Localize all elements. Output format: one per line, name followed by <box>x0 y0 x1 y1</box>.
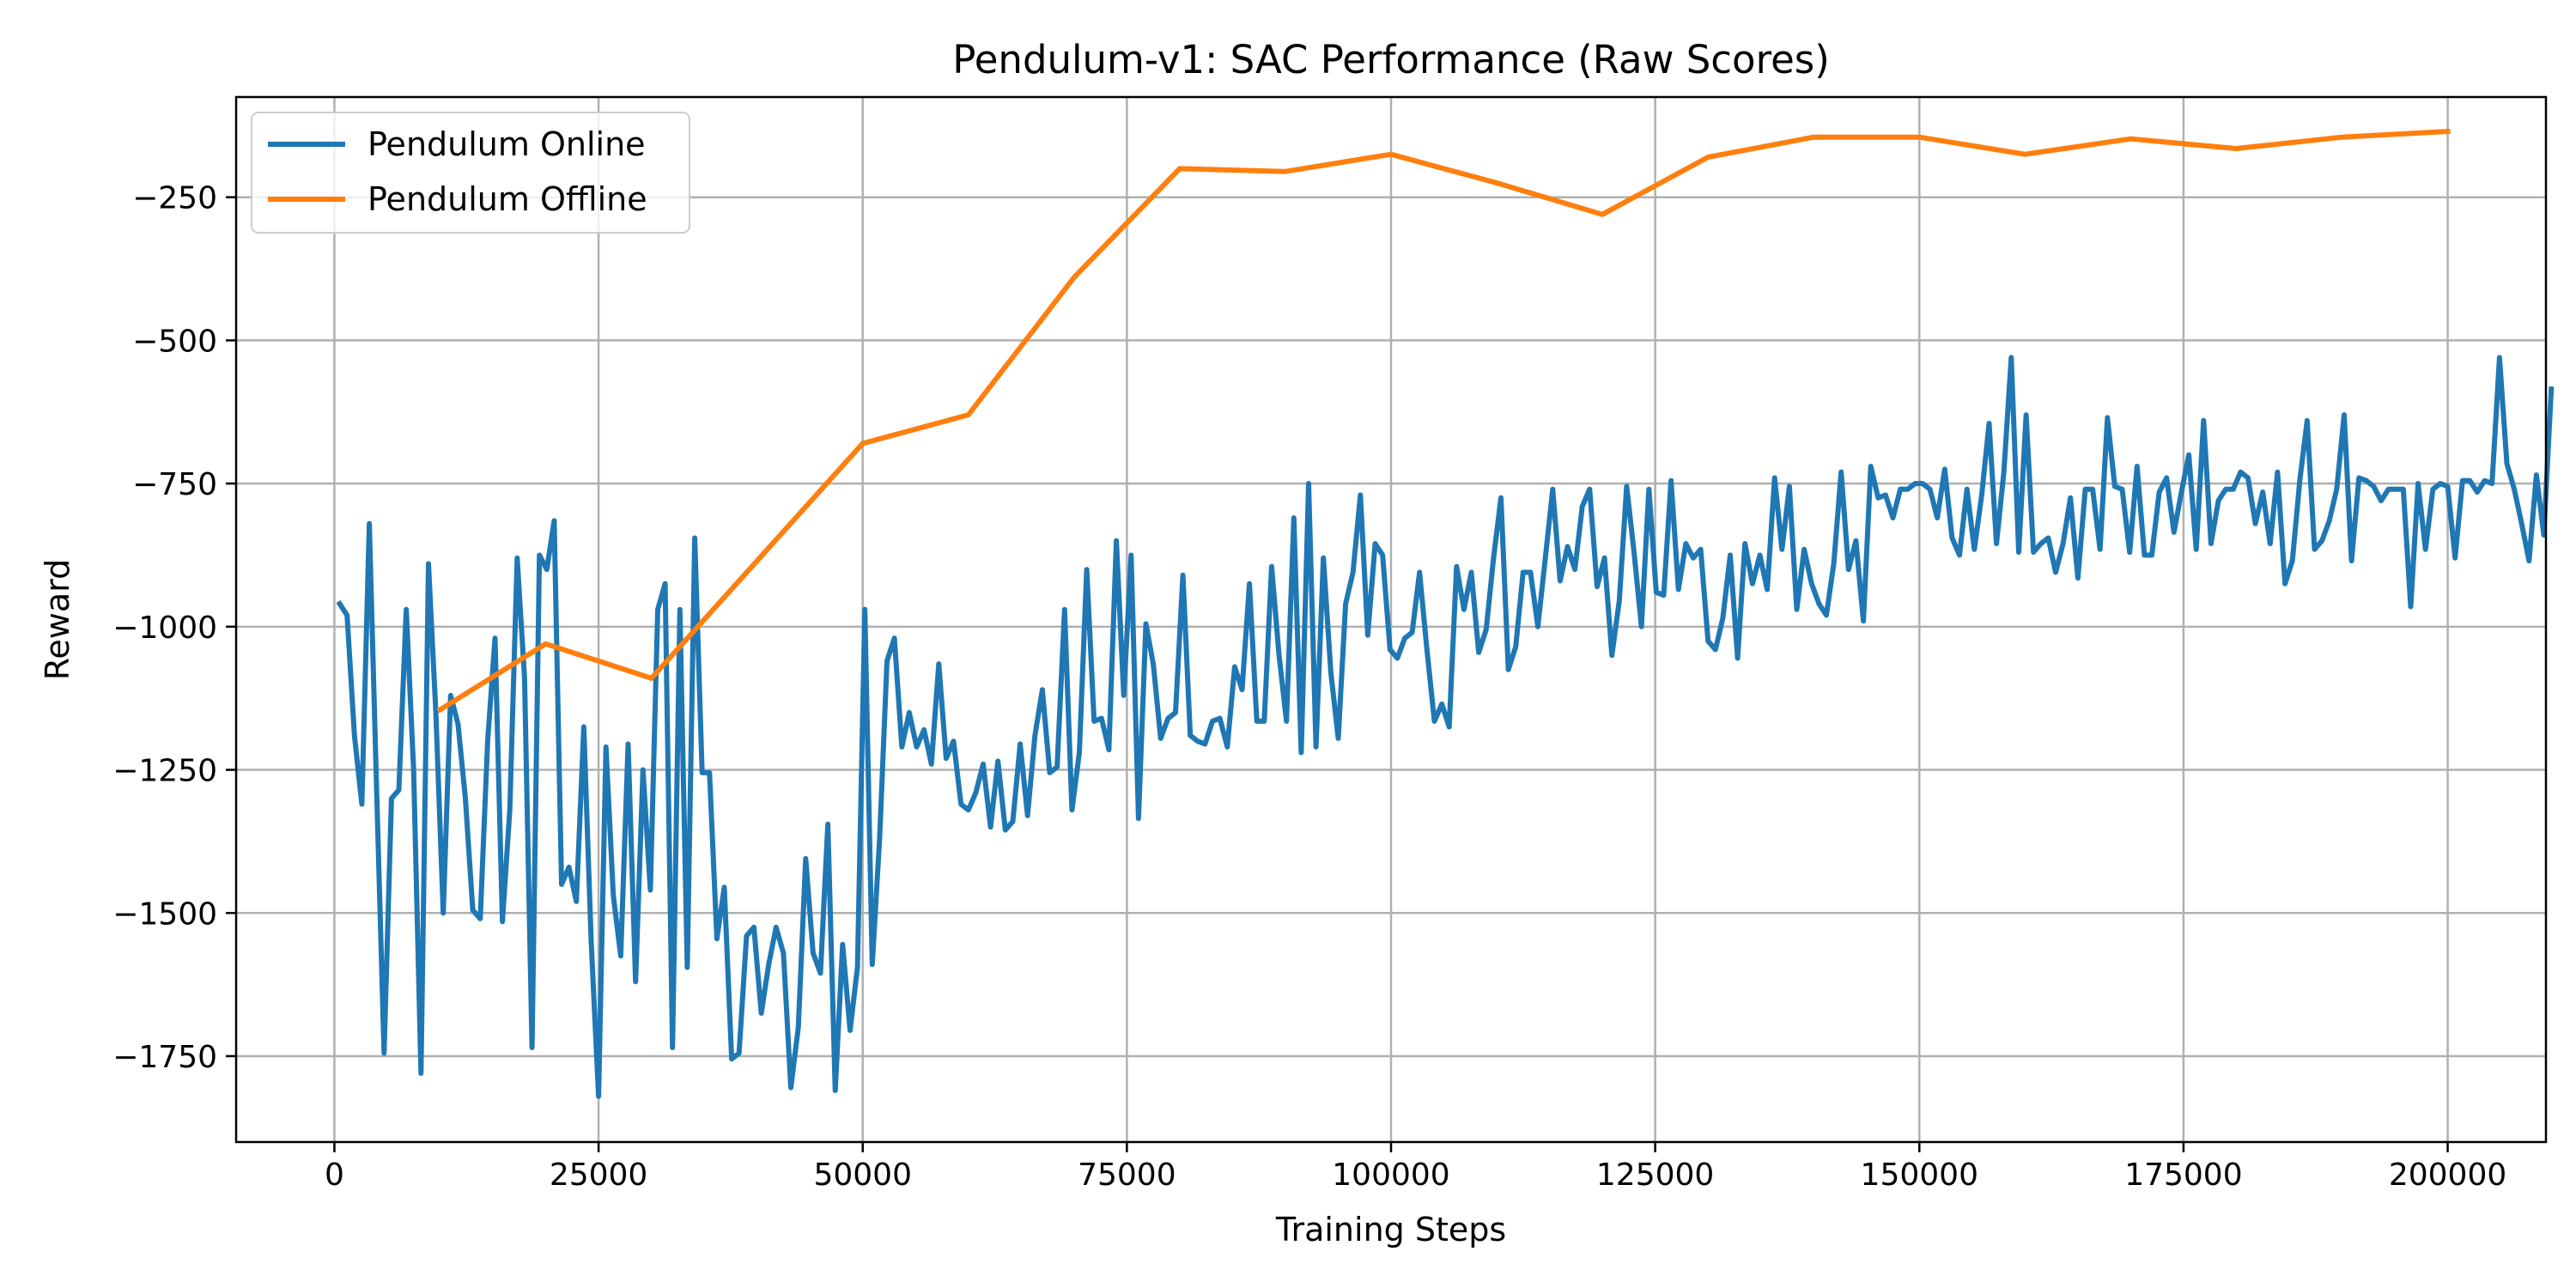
series-layer <box>336 128 2555 1099</box>
legend: Pendulum Online Pendulum Offline <box>251 112 690 234</box>
legend-label-online: Pendulum Online <box>368 125 646 163</box>
grid-lines <box>236 97 2546 1142</box>
y-tick-label: −1000 <box>112 611 217 646</box>
x-tick-label: 125000 <box>1596 1157 1714 1193</box>
chart-title: Pendulum-v1: SAC Performance (Raw Scores… <box>952 37 1830 82</box>
x-tick-label: 75000 <box>1078 1157 1176 1193</box>
y-tick-label: −1500 <box>112 896 217 932</box>
x-tick-label: 175000 <box>2124 1157 2242 1193</box>
y-axis-ticks: −1750 −1500 −1250 −1000 −750 −500 −250 <box>112 181 236 1075</box>
legend-label-offline: Pendulum Offline <box>368 180 647 218</box>
legend-box <box>251 112 690 234</box>
x-axis-ticks: 0 25000 50000 75000 100000 125000 150000 175000… <box>325 1142 2506 1193</box>
y-tick-label: −500 <box>132 324 217 359</box>
y-axis-label: Reward <box>39 559 76 681</box>
x-tick-label: 25000 <box>550 1157 648 1193</box>
y-tick-label: −1750 <box>112 1040 217 1075</box>
x-tick-label: 100000 <box>1332 1157 1449 1193</box>
y-tick-label: −250 <box>132 181 217 216</box>
x-tick-label: 150000 <box>1861 1157 1978 1193</box>
series-line-online <box>336 355 2555 1099</box>
y-tick-label: −750 <box>132 467 217 502</box>
x-tick-label: 0 <box>325 1157 344 1193</box>
series-line-offline <box>436 128 2451 714</box>
x-tick-label: 200000 <box>2389 1157 2506 1193</box>
x-tick-label: 50000 <box>813 1157 912 1193</box>
x-axis-label: Training Steps <box>1275 1211 1506 1249</box>
y-tick-label: −1250 <box>112 754 217 789</box>
